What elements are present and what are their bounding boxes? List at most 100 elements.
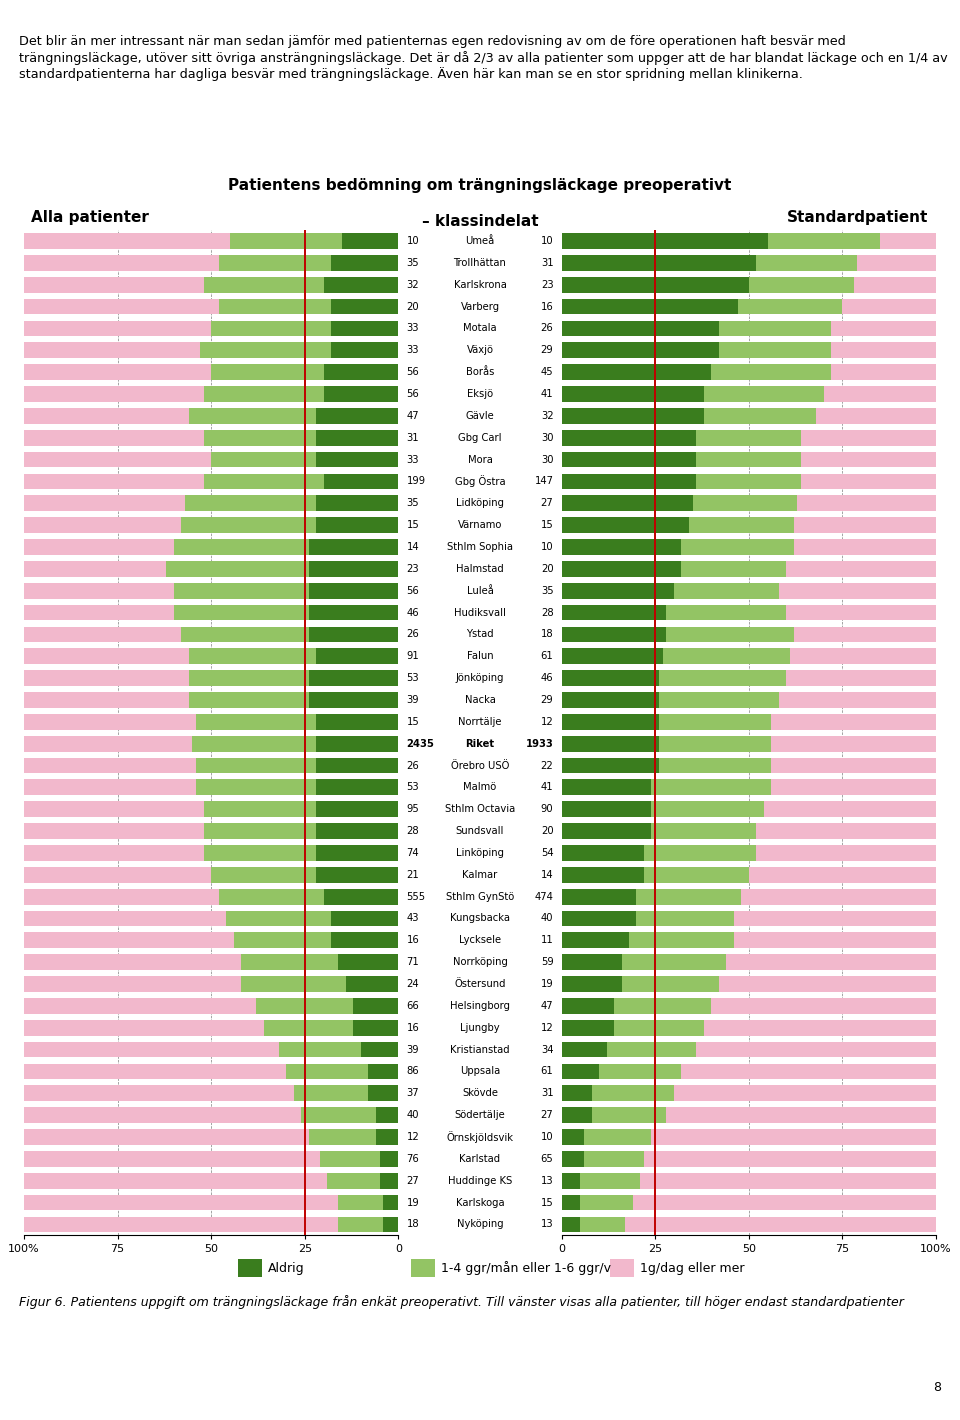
Bar [652,824,756,839]
Text: Eksjö: Eksjö [467,389,493,399]
Bar [324,889,398,905]
Bar [24,692,189,707]
Text: Karlskoga: Karlskoga [456,1197,504,1207]
Bar [719,976,936,993]
Text: 41: 41 [540,782,553,792]
Bar [204,430,316,446]
Bar [316,868,398,883]
Bar [24,1173,327,1189]
Text: 1g/dag eller mer: 1g/dag eller mer [640,1261,744,1275]
Text: 555: 555 [406,892,425,902]
Text: 46: 46 [540,673,553,683]
Bar [562,954,621,970]
Text: 11: 11 [540,936,553,946]
Text: Värnamo: Värnamo [458,520,502,530]
Bar [219,256,331,271]
Text: 32: 32 [540,410,553,420]
Text: Varberg: Varberg [461,301,499,311]
Bar [794,517,936,532]
Text: 29: 29 [540,345,553,355]
Bar [24,277,204,293]
Bar [562,758,659,774]
Bar [24,517,181,532]
Bar [843,298,936,314]
Text: 76: 76 [406,1154,420,1164]
Bar [831,321,936,337]
Bar [857,256,936,271]
Text: Linköping: Linköping [456,848,504,858]
Bar [308,561,398,577]
Text: Kalmar: Kalmar [463,870,497,880]
Bar [659,758,771,774]
Bar [737,298,843,314]
Text: Karlstad: Karlstad [460,1154,500,1164]
Bar [652,801,764,816]
Bar [316,824,398,839]
Bar [24,452,211,467]
Text: Borås: Borås [466,368,494,378]
Text: Örebro USÖ: Örebro USÖ [451,761,509,771]
Bar [610,1260,634,1277]
Bar [614,998,711,1014]
Bar [308,626,398,642]
Text: 10: 10 [540,236,553,246]
Text: 65: 65 [540,1154,553,1164]
Bar [786,561,936,577]
Text: 59: 59 [540,957,553,967]
Text: Ystad: Ystad [467,629,493,639]
Bar [879,233,936,248]
Text: Umeå: Umeå [466,236,494,246]
Bar [733,910,936,926]
Bar [308,582,398,598]
Text: 22: 22 [540,761,553,771]
Text: 199: 199 [406,476,425,487]
Bar [24,758,196,774]
Bar [24,1020,264,1035]
Bar [24,342,200,358]
Bar [286,1064,369,1079]
Bar [361,1042,398,1058]
Bar [824,386,936,402]
Bar [181,517,316,532]
Text: 15: 15 [540,1197,553,1207]
Bar [380,1152,398,1167]
Bar [562,626,666,642]
Bar [308,692,398,707]
Bar [562,889,636,905]
Text: 45: 45 [540,368,553,378]
Text: Mora: Mora [468,454,492,464]
Bar [24,780,196,795]
Bar [614,1020,704,1035]
Text: Figur 6. Patientens uppgift om trängningsläckage från enkät preoperativt. Till v: Figur 6. Patientens uppgift om trängning… [19,1295,904,1309]
Bar [24,889,219,905]
Text: Sthlm Octavia: Sthlm Octavia [444,804,516,814]
Text: 474: 474 [535,892,553,902]
Bar [24,626,181,642]
Bar [786,670,936,686]
Text: 56: 56 [406,585,420,595]
Text: 74: 74 [406,848,420,858]
Bar [294,1085,369,1101]
Text: Kristianstad: Kristianstad [450,1045,510,1055]
Bar [342,233,398,248]
Bar [196,780,316,795]
Text: 56: 56 [406,389,420,399]
Bar [24,430,204,446]
Bar [24,408,189,423]
Text: Huddinge KS: Huddinge KS [448,1176,512,1186]
Text: Alla patienter: Alla patienter [32,210,150,224]
Bar [24,233,230,248]
Text: 43: 43 [406,913,420,923]
Bar [674,582,779,598]
Bar [562,582,674,598]
Bar [24,386,204,402]
Text: Östersund: Östersund [454,978,506,990]
Text: 19: 19 [406,1197,420,1207]
Bar [204,277,324,293]
Bar [339,954,398,970]
Bar [339,1217,383,1233]
Bar [327,1173,380,1189]
Bar [741,889,936,905]
Bar [24,605,174,621]
Text: 90: 90 [540,804,553,814]
